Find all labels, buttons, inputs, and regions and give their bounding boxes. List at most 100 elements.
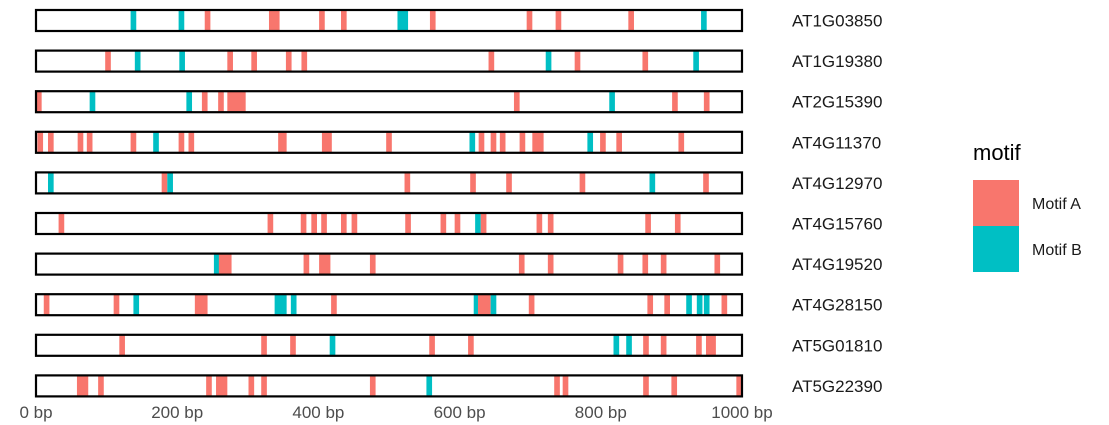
motif-a-mark [311, 213, 317, 234]
motif-a-mark [674, 213, 681, 234]
legend-label: Motif B [1032, 242, 1082, 259]
sequence-label: AT1G03850 [792, 12, 882, 31]
sequence-label: AT4G28150 [792, 296, 882, 315]
motif-a-mark [303, 253, 310, 275]
motif-a-mark [660, 253, 667, 275]
motif-a-mark [736, 375, 742, 397]
sequence-row: AT1G19380 [34, 49, 882, 73]
motif-a-mark [518, 253, 525, 275]
motif-a-mark [678, 131, 685, 153]
motif-a-mark [204, 10, 211, 31]
motif-b-mark [649, 172, 656, 194]
motif-b-mark [703, 294, 710, 316]
motif-b-mark [626, 334, 632, 356]
motif-a-mark [113, 294, 120, 316]
motif-a-mark [206, 375, 212, 397]
motif-a-mark [218, 253, 232, 275]
sequence-row: AT2G15390 [34, 90, 882, 114]
x-axis: 0 bp 200 bp 400 bp 600 bp 800 bp 1000 bp [19, 403, 772, 422]
motif-a-mark [321, 131, 332, 153]
motif-a-mark [105, 50, 111, 72]
motif-a-mark [86, 131, 93, 153]
sequence-outline [34, 8, 744, 33]
motif-a-mark [532, 131, 544, 153]
sequence-outline [34, 130, 744, 154]
sequence-outline [34, 252, 744, 276]
sequence-label: AT5G01810 [792, 336, 882, 355]
motif-a-mark [340, 10, 347, 31]
motif-a-mark [285, 50, 292, 72]
sequence-outline [34, 333, 744, 357]
motif-a-mark [261, 334, 267, 356]
sequence-track [36, 172, 742, 194]
motif-a-mark [470, 172, 476, 194]
motif-a-mark [369, 253, 376, 275]
motif-a-mark [643, 334, 649, 356]
motif-a-mark [705, 334, 716, 356]
motif-b-mark [686, 294, 692, 316]
motif-a-mark [267, 213, 274, 234]
motif-a-mark [721, 294, 728, 316]
motif-a-mark [319, 253, 331, 275]
motif-a-mark [554, 375, 560, 397]
motif-b-mark [609, 91, 615, 113]
motif-a-mark [454, 213, 461, 234]
motif-b-mark [179, 50, 185, 72]
motif-a-mark [98, 375, 104, 397]
motif-a-mark [351, 213, 358, 234]
motif-b-mark [167, 172, 173, 194]
motif-a-mark [251, 50, 257, 72]
sequence-outline [34, 90, 744, 114]
motif-b-mark [402, 10, 409, 31]
motif-a-mark [664, 294, 670, 316]
sequence-label: AT1G19380 [792, 52, 882, 71]
motif-b-mark [178, 10, 185, 31]
motif-a-mark [617, 253, 624, 275]
motif-a-mark [300, 213, 307, 234]
motif-a-mark [248, 375, 255, 397]
motif-a-mark [490, 131, 497, 153]
sequence-outline [34, 293, 744, 317]
motif-a-mark [278, 131, 287, 153]
motif-b-mark [473, 294, 480, 316]
motif-a-mark [261, 375, 267, 397]
sequence-track [36, 10, 742, 31]
motif-a-mark [660, 334, 667, 356]
motif-a-mark [714, 253, 721, 275]
x-tick-label: 600 bp [434, 403, 486, 422]
motif-a-mark [647, 294, 654, 316]
motif-a-mark [290, 334, 296, 356]
motif-b-mark [490, 294, 497, 316]
motif-a-mark [528, 294, 535, 316]
motif-a-mark [178, 131, 185, 153]
motif-a-mark [331, 294, 337, 316]
motif-a-mark [488, 50, 495, 72]
motif-b-mark [329, 334, 336, 356]
sequence-outline [34, 374, 744, 398]
motif-a-mark [468, 334, 474, 356]
motif-a-mark [672, 91, 678, 113]
motif-a-mark [643, 375, 649, 397]
sequence-track [36, 253, 742, 275]
motif-a-mark [319, 10, 325, 31]
motif-a-mark [130, 131, 137, 153]
motif-a-mark [555, 10, 562, 31]
motif-a-mark [48, 131, 54, 153]
x-tick-label: 400 bp [292, 403, 344, 422]
motif-a-mark [216, 375, 228, 397]
motif-a-mark [321, 213, 327, 234]
motif-a-mark [201, 91, 208, 113]
motif-b-mark [469, 131, 476, 153]
sequence-row: AT4G15760 [34, 211, 882, 236]
motif-a-mark [58, 213, 65, 234]
legend-title: motif [973, 140, 1022, 165]
motif-a-mark [227, 50, 233, 72]
motif-a-mark [161, 172, 168, 194]
x-tick-label: 1000 bp [711, 403, 772, 422]
motif-a-mark [547, 253, 554, 275]
legend-swatch [973, 180, 1019, 226]
sequence-outline [34, 211, 744, 236]
motif-a-mark [513, 91, 520, 113]
sequence-row: AT4G11370 [34, 130, 881, 154]
sequence-outline [34, 49, 744, 73]
